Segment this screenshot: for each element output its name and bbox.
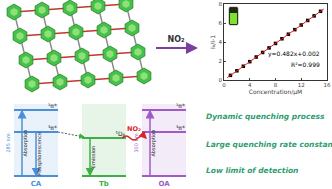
- svg-text:Absorption: Absorption: [150, 129, 157, 156]
- svg-text:⁵D₄: ⁵D₄: [115, 130, 125, 137]
- svg-text:Concentration/μM: Concentration/μM: [249, 88, 302, 96]
- html-text:Low limit of detection: Low limit of detection: [206, 166, 299, 175]
- svg-text:8: 8: [274, 82, 278, 88]
- svg-text:I₀/I-1: I₀/I-1: [209, 35, 216, 49]
- svg-text:8: 8: [219, 1, 223, 7]
- svg-text:³π*: ³π*: [176, 124, 185, 131]
- html-text:Dynamic quenching process: Dynamic quenching process: [206, 112, 325, 121]
- svg-text:NO₂: NO₂: [168, 35, 185, 44]
- svg-text:0: 0: [222, 82, 226, 88]
- svg-text:NO₂: NO₂: [127, 125, 141, 133]
- svg-text:6: 6: [219, 20, 223, 26]
- svg-text:CA: CA: [31, 180, 42, 188]
- svg-text:R²=0.999: R²=0.999: [291, 61, 320, 68]
- svg-text:Absorption: Absorption: [22, 129, 29, 156]
- svg-text:³π*: ³π*: [48, 124, 57, 131]
- svg-text:Phosphorescence: Phosphorescence: [36, 132, 43, 176]
- svg-text:Tb: Tb: [99, 180, 109, 188]
- svg-text:300 nm: 300 nm: [133, 133, 139, 152]
- svg-text:¹π*: ¹π*: [176, 102, 185, 109]
- svg-text:y=0.482x+0.002: y=0.482x+0.002: [268, 50, 320, 58]
- svg-text:¹π*: ¹π*: [48, 102, 57, 109]
- svg-text:0: 0: [219, 77, 223, 83]
- svg-text:4: 4: [219, 39, 223, 45]
- svg-text:2: 2: [219, 58, 223, 64]
- svg-text:285 nm: 285 nm: [5, 133, 11, 152]
- svg-text:16: 16: [324, 82, 331, 88]
- svg-text:OA: OA: [158, 180, 170, 188]
- svg-text:4: 4: [248, 82, 252, 88]
- svg-text:Emission: Emission: [90, 146, 96, 168]
- svg-text:12: 12: [298, 82, 305, 88]
